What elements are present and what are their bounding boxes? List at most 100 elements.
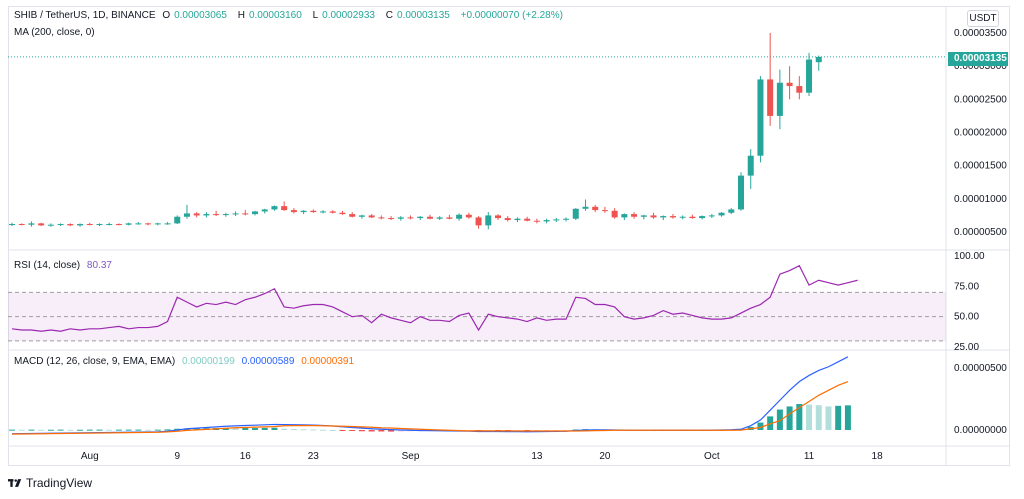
candle-body [572,208,579,219]
candle-body [456,214,463,219]
candle-body [796,86,803,93]
macd-histogram-bar [388,430,395,432]
macd-histogram-bar [358,430,365,432]
candle-body [485,215,492,226]
candle-body [174,216,181,224]
candle-body [106,224,113,226]
candle-body [718,212,725,216]
macd-legend[interactable]: MACD (12, 26, close, 9, EMA, EMA) 0.0000… [14,356,355,367]
candle-body [18,224,25,226]
candle-body [38,223,45,226]
macd-tick-label: 0.00000000 [954,425,1007,436]
candle-body [446,217,453,219]
candle-body [47,224,54,226]
candle-body [397,217,404,219]
price-tick-label: 0.00000500 [954,227,1007,238]
macd-histogram-bar [47,429,54,431]
candle-body [475,217,482,226]
rsi-band [8,291,946,342]
macd-hist-value: 0.00000199 [181,356,235,367]
macd-histogram-bar [96,429,103,431]
candle-body [815,56,822,63]
macd-histogram-bar [193,428,200,430]
macd-histogram-bar [164,429,171,431]
time-tick-label: 16 [240,451,252,462]
rsi-series-line [11,264,858,332]
candle-body [582,206,589,209]
macd-histogram-bar [776,409,783,430]
footer[interactable]: TradingView [8,476,92,490]
symbol-label: SHIB / TetherUS, 1D, BINANCE [14,10,156,21]
macd-histogram-bar [115,429,122,431]
macd-histogram-bar [806,404,813,430]
macd-histogram-bar [825,406,832,430]
candle-body [689,216,696,219]
candle-body [786,82,793,87]
macd-pane [9,356,851,435]
candle-body [145,223,152,225]
macd-tick-label: 0.00000500 [954,363,1007,374]
chart-frame [8,6,1010,466]
candle-body [553,219,560,221]
time-tick-label: 9 [174,451,180,462]
candle-body [135,223,142,225]
candle-body [300,210,307,213]
ma-legend[interactable]: MA (200, close, 0) [14,27,95,38]
macd-histogram-bar [232,428,239,430]
time-tick-label: Sep [402,451,420,462]
price-tick-label: 0.00002000 [954,128,1007,139]
candle-body [339,212,346,215]
macd-histogram-bar [252,428,258,430]
rsi-tick-label: 25.00 [954,342,979,353]
candle-body [77,224,84,226]
candle-body [271,206,278,210]
candle-body [660,216,667,218]
rsi-line [11,264,858,332]
macd-histogram-bar [271,427,278,430]
macd-value: 0.00000589 [241,356,295,367]
candle-body [747,155,754,176]
macd-histogram-bar [281,428,288,430]
candle-body [222,214,229,216]
macd-histogram-bar [844,405,851,430]
macd-histogram-bar [222,428,229,430]
candle-body [358,215,365,217]
candle-body [290,210,297,213]
candle-body [164,223,171,225]
candle-body [320,211,327,213]
macd-histogram-bar [154,429,161,431]
rsi-tick-label: 50.00 [954,312,979,323]
candle-body [67,224,74,226]
candle-body [96,224,103,226]
macd-histogram-bar [174,428,181,430]
macd-series-line [11,356,849,435]
macd-histogram-bar [290,429,297,431]
macd-histogram-bar [320,429,327,431]
rsi-legend[interactable]: RSI (14, close) 80.37 [14,260,112,271]
candle-body [281,206,288,211]
candle-body [728,209,735,213]
price-axis: 0.00003500 0.00003000 0.00002500 0.00002000… [954,28,1007,436]
candle-body [125,223,132,225]
currency-button[interactable]: USDT [967,10,999,27]
macd-histogram-bar [300,429,307,431]
candle-body [524,218,531,221]
candle-body [407,217,414,219]
macd-histogram-bar [397,430,404,432]
macd-histogram-bar [786,406,793,430]
price-tick-label: 0.00003500 [954,28,1007,39]
time-tick-label: 13 [531,451,543,462]
macd-histogram-bar [339,430,346,431]
macd-histogram-bar [310,429,317,431]
candle-body [232,213,239,215]
macd-histogram-bar [378,430,385,432]
candle-body [154,223,161,225]
macd-histogram-bar [242,428,249,430]
candle-body [708,215,715,217]
time-tick-label: 18 [872,451,884,462]
candle-body [563,218,570,220]
candle-body [310,210,317,213]
candle-body [621,214,628,218]
candle-body [592,206,599,211]
